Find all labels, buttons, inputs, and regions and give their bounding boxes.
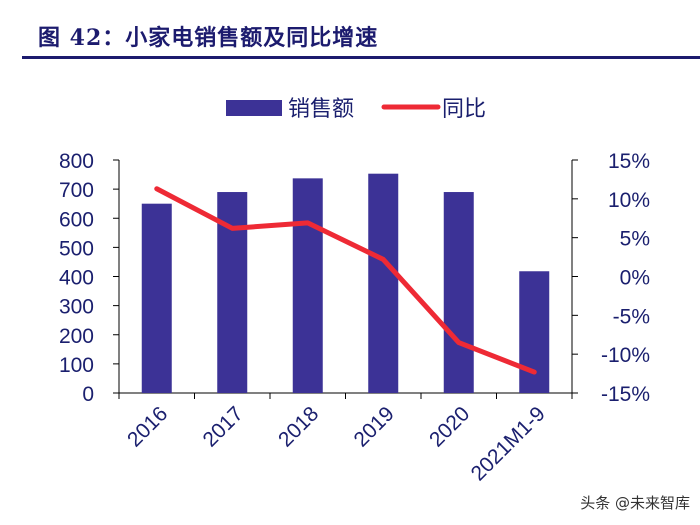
legend-swatch-sales — [226, 100, 282, 116]
left-tick-label: 500 — [59, 237, 94, 260]
bar-2021M1-9 — [519, 271, 550, 393]
bars — [141, 173, 550, 393]
left-tick-label: 0 — [82, 383, 94, 406]
yoy-point-2017 — [230, 226, 234, 230]
watermark: 头条 @未来智库 — [580, 494, 690, 512]
right-axis-ticks: 15% 10% 5% 0% -5% -10% -15% — [572, 150, 650, 406]
x-tick-label: 2019 — [349, 402, 398, 451]
yoy-point-2016 — [155, 187, 159, 191]
right-tick-label: 15% — [608, 150, 650, 173]
legend: 销售额 同比 — [226, 97, 486, 122]
x-tick-label: 2016 — [123, 402, 172, 451]
right-tick-label: 5% — [620, 228, 650, 251]
right-tick-label: 10% — [608, 189, 650, 212]
left-tick-label: 400 — [59, 267, 94, 290]
figure-title: 图 42：小家电销售额及同比增速 — [38, 25, 379, 51]
right-tick-label: -10% — [601, 344, 650, 367]
yoy-line-layer — [154, 186, 537, 375]
bar-2020 — [443, 192, 474, 393]
axes — [118, 160, 573, 399]
x-tick-label: 2020 — [425, 402, 474, 451]
x-tick-label: 2021M1-9 — [467, 402, 550, 485]
title-rule — [22, 56, 700, 59]
left-tick-label: 100 — [59, 354, 94, 377]
x-tick-label: 2018 — [274, 402, 323, 451]
right-tick-label: -15% — [601, 383, 650, 406]
left-tick-label: 600 — [59, 208, 94, 231]
bar-2016 — [141, 203, 172, 393]
yoy-point-2018 — [306, 221, 310, 225]
right-tick-label: -5% — [613, 305, 650, 328]
legend-label-sales: 销售额 — [288, 97, 354, 122]
bar-2019 — [368, 173, 399, 393]
legend-label-yoy: 同比 — [442, 97, 486, 122]
x-tick-label: 2017 — [198, 402, 247, 451]
left-tick-label: 300 — [59, 296, 94, 319]
right-tick-label: 0% — [620, 267, 650, 290]
yoy-point-2020 — [457, 341, 461, 345]
left-tick-label: 800 — [59, 150, 94, 173]
yoy-point-2019 — [381, 257, 385, 261]
left-axis-ticks: 800 700 600 500 400 300 200 100 0 — [59, 150, 119, 406]
bar-2018 — [292, 178, 323, 393]
left-tick-label: 200 — [59, 325, 94, 348]
yoy-point-2021M1-9 — [532, 370, 536, 374]
yoy-line — [154, 186, 537, 375]
left-tick-label: 700 — [59, 179, 94, 202]
